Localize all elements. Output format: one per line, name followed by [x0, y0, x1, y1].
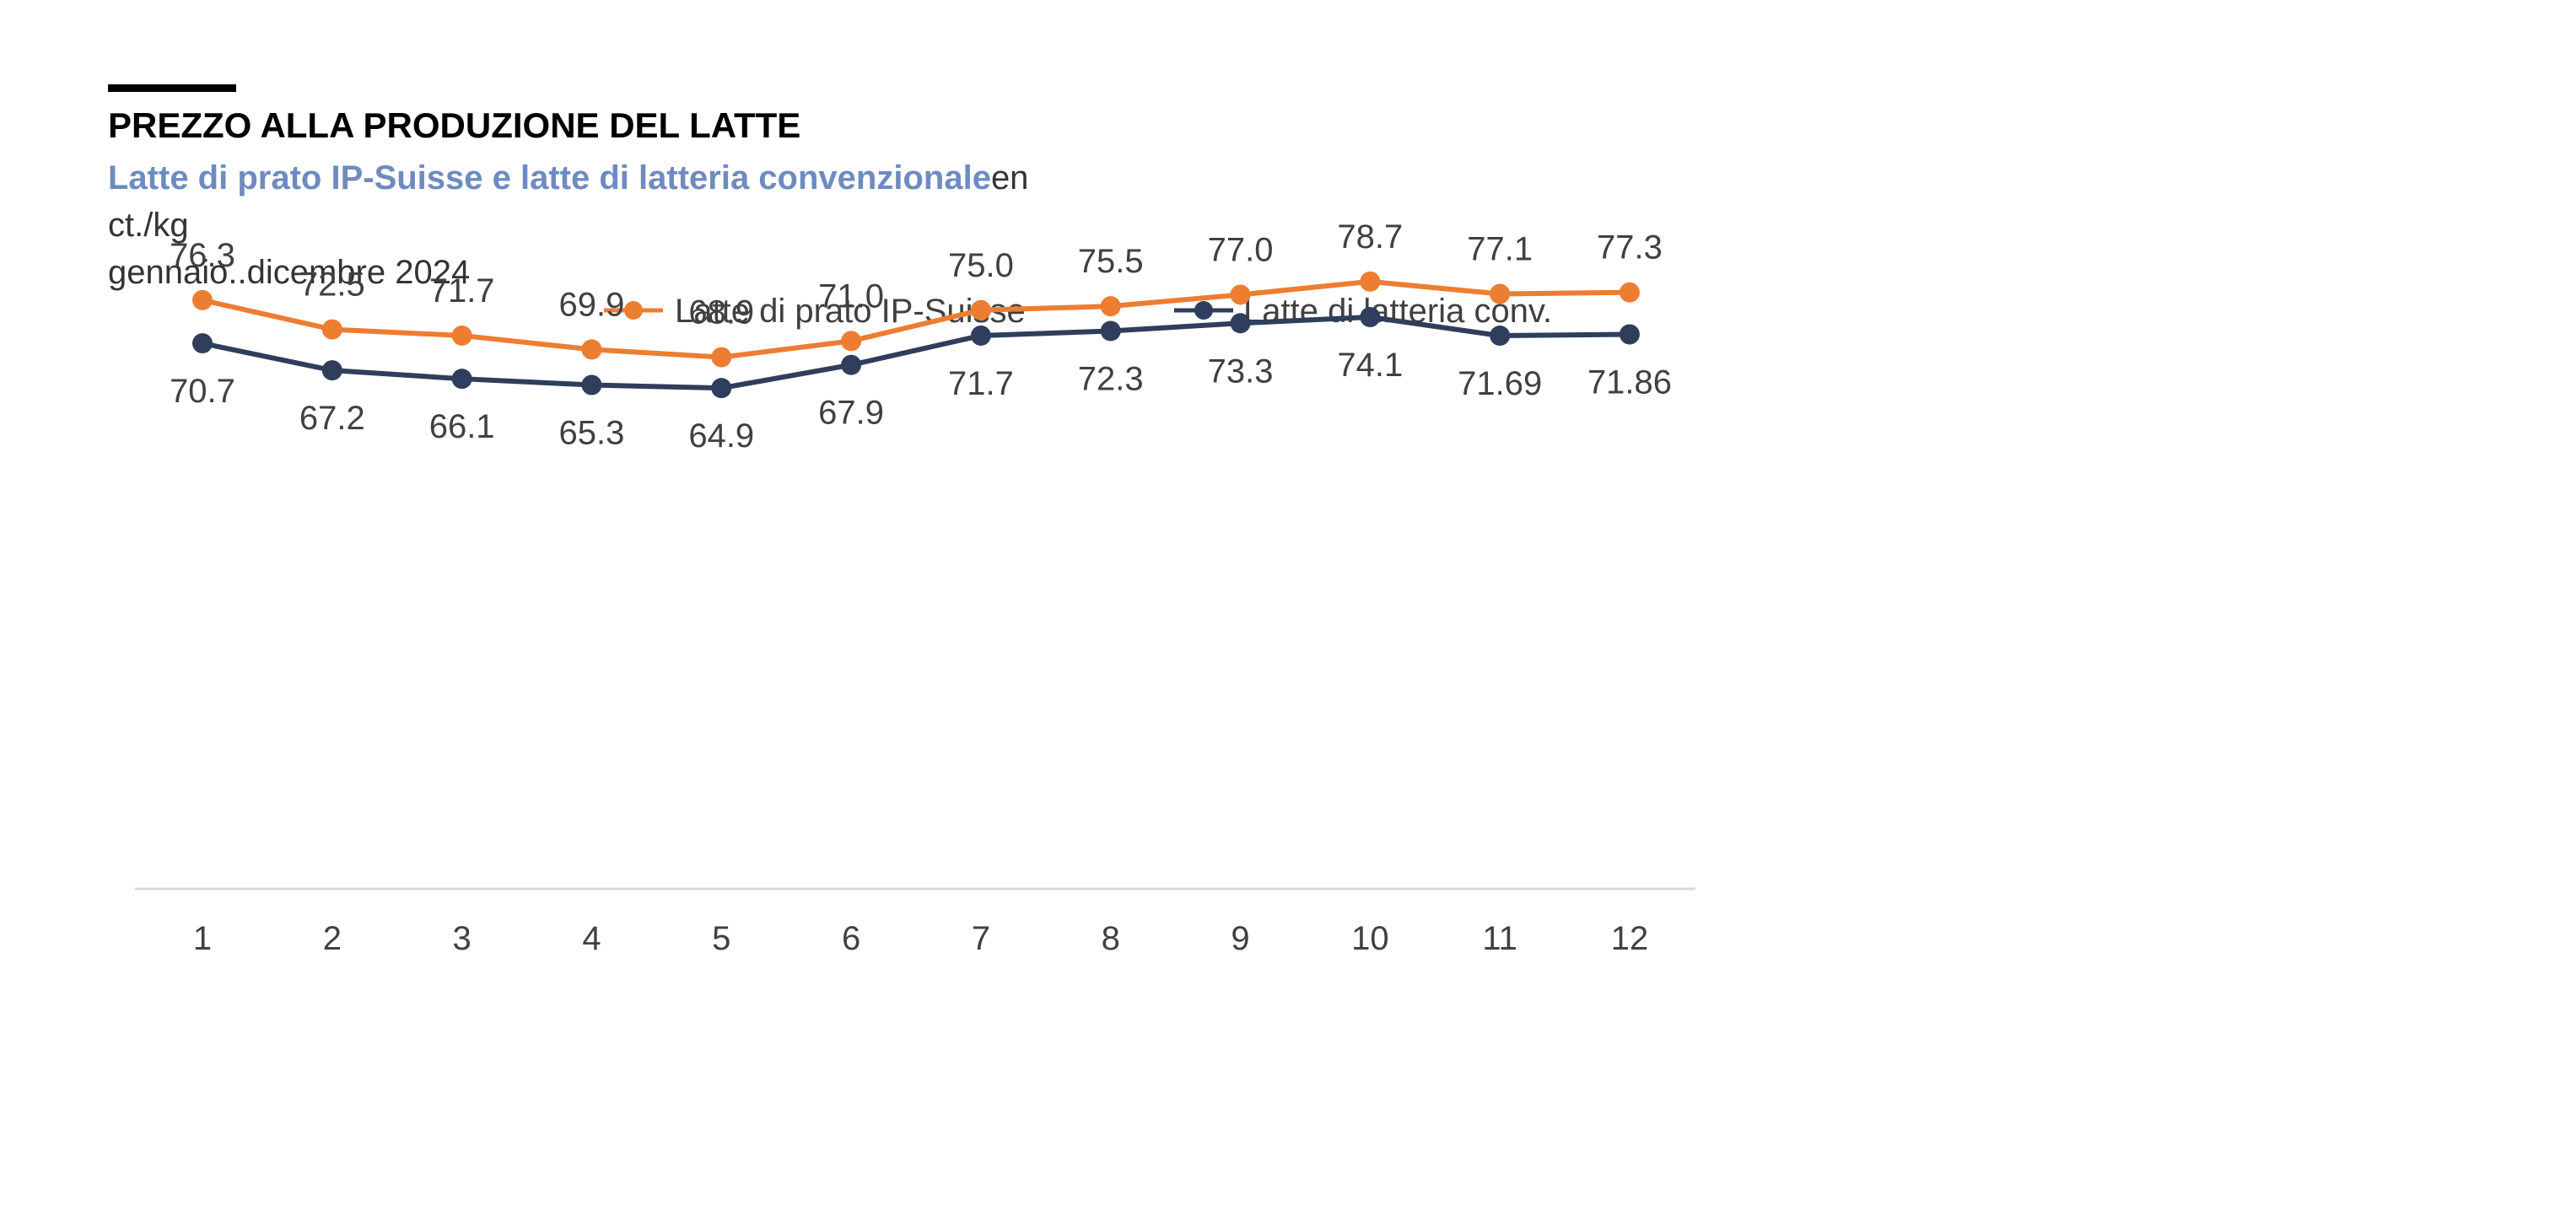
data-point-s2-8 [1100, 320, 1121, 342]
data-point-s2-6 [841, 354, 862, 375]
data-label-s2-4: 65.3 [559, 415, 625, 452]
data-point-s1-11 [1490, 283, 1511, 304]
x-tick-label-12: 12 [1611, 920, 1649, 957]
data-point-s2-1 [192, 333, 213, 354]
data-label-s1-11: 77.1 [1467, 231, 1533, 268]
data-label-s2-3: 66.1 [429, 408, 495, 445]
x-tick-label-10: 10 [1351, 920, 1389, 957]
series-line-2 [202, 314, 1630, 391]
x-tick-label-3: 3 [453, 920, 472, 957]
data-label-s1-4: 69.9 [559, 286, 625, 323]
data-label-s2-1: 70.7 [170, 373, 235, 410]
data-label-s2-10: 74.1 [1337, 347, 1403, 384]
data-point-s1-12 [1619, 282, 1640, 303]
x-tick-label-4: 4 [582, 920, 601, 957]
data-point-s1-1 [192, 289, 213, 310]
subtitle-suffix: en [990, 159, 1029, 196]
data-label-s2-11: 71.69 [1458, 365, 1542, 402]
x-tick-label-7: 7 [972, 920, 990, 957]
data-point-s2-5 [711, 378, 732, 399]
x-tick-label-5: 5 [712, 920, 730, 957]
x-tick-label-6: 6 [842, 920, 860, 957]
data-label-s1-9: 77.0 [1208, 231, 1274, 268]
data-label-s2-7: 71.7 [948, 365, 1014, 402]
data-label-s2-12: 71.86 [1587, 363, 1672, 401]
data-label-s2-5: 64.9 [688, 417, 754, 455]
data-label-s1-6: 71.0 [818, 277, 884, 315]
data-label-s1-5: 68.9 [688, 294, 754, 331]
data-point-s1-8 [1100, 296, 1121, 317]
chart-title: PREZZO ALLA PRODUZIONE DEL LATTE [108, 105, 801, 145]
data-point-s1-4 [581, 339, 602, 360]
data-point-s2-7 [970, 325, 991, 346]
x-tick-label-8: 8 [1102, 920, 1120, 957]
data-point-s2-10 [1360, 306, 1381, 327]
data-point-s1-10 [1360, 271, 1381, 292]
data-point-s1-2 [321, 319, 342, 340]
data-point-s2-12 [1619, 324, 1640, 345]
x-tick-label-2: 2 [323, 920, 342, 957]
chart-period: gennaio..dicembre 2024 [108, 254, 471, 291]
x-tick-label-9: 9 [1231, 920, 1249, 957]
legend-item-1: Latte di prato IP-Suisse [604, 293, 1026, 330]
x-tick-label-1: 1 [193, 920, 212, 957]
series-points [192, 271, 1640, 399]
x-tick-label-11: 11 [1482, 920, 1517, 957]
data-point-s1-3 [451, 325, 472, 346]
data-label-s1-2: 72.5 [299, 266, 365, 304]
data-label-s1-1: 76.3 [170, 237, 235, 274]
data-labels: 76.3 72.5 71.7 69.9 68.9 71.0 75.0 75.5 77.0 78.7… [170, 218, 1672, 455]
data-label-s1-8: 75.5 [1078, 243, 1144, 280]
data-label-s1-7: 75.0 [948, 247, 1014, 284]
data-point-s2-2 [321, 360, 342, 381]
data-point-s2-3 [451, 369, 472, 390]
data-point-s2-9 [1230, 313, 1251, 334]
data-label-s1-12: 77.3 [1597, 229, 1663, 266]
data-point-s1-5 [711, 347, 732, 368]
series-line-1 [202, 278, 1630, 360]
data-label-s2-8: 72.3 [1078, 360, 1144, 397]
data-label-s1-10: 78.7 [1337, 218, 1403, 256]
series-lines [202, 278, 1630, 391]
data-label-s2-6: 67.9 [818, 395, 884, 432]
data-label-s1-3: 71.7 [429, 272, 495, 309]
chart-header: PREZZO ALLA PRODUZIONE DEL LATTE Latte d… [108, 84, 1289, 296]
data-label-s2-9: 73.3 [1208, 353, 1274, 390]
data-label-s2-2: 67.2 [299, 400, 365, 437]
data-point-s1-6 [841, 331, 862, 352]
title-accent-bar [108, 84, 236, 92]
x-axis-ticks: 1 2 3 4 5 6 7 8 9 10 11 12 [193, 920, 1648, 957]
legend-swatch-marker [1194, 301, 1213, 320]
legend-swatch-marker [624, 301, 643, 320]
chart-subtitle: Latte di prato IP-Suisse e latte di latt… [108, 154, 1204, 202]
data-point-s2-11 [1490, 326, 1511, 347]
data-point-s1-9 [1230, 284, 1251, 305]
chart-units: ct./kg [108, 207, 189, 244]
subtitle-accent: Latte di prato IP-Suisse e latte di latt… [108, 159, 991, 196]
data-point-s1-7 [970, 299, 991, 320]
data-point-s2-4 [581, 374, 602, 396]
chart-legend: Latte di prato IP-Suisse Latte di latteri… [604, 293, 1552, 330]
